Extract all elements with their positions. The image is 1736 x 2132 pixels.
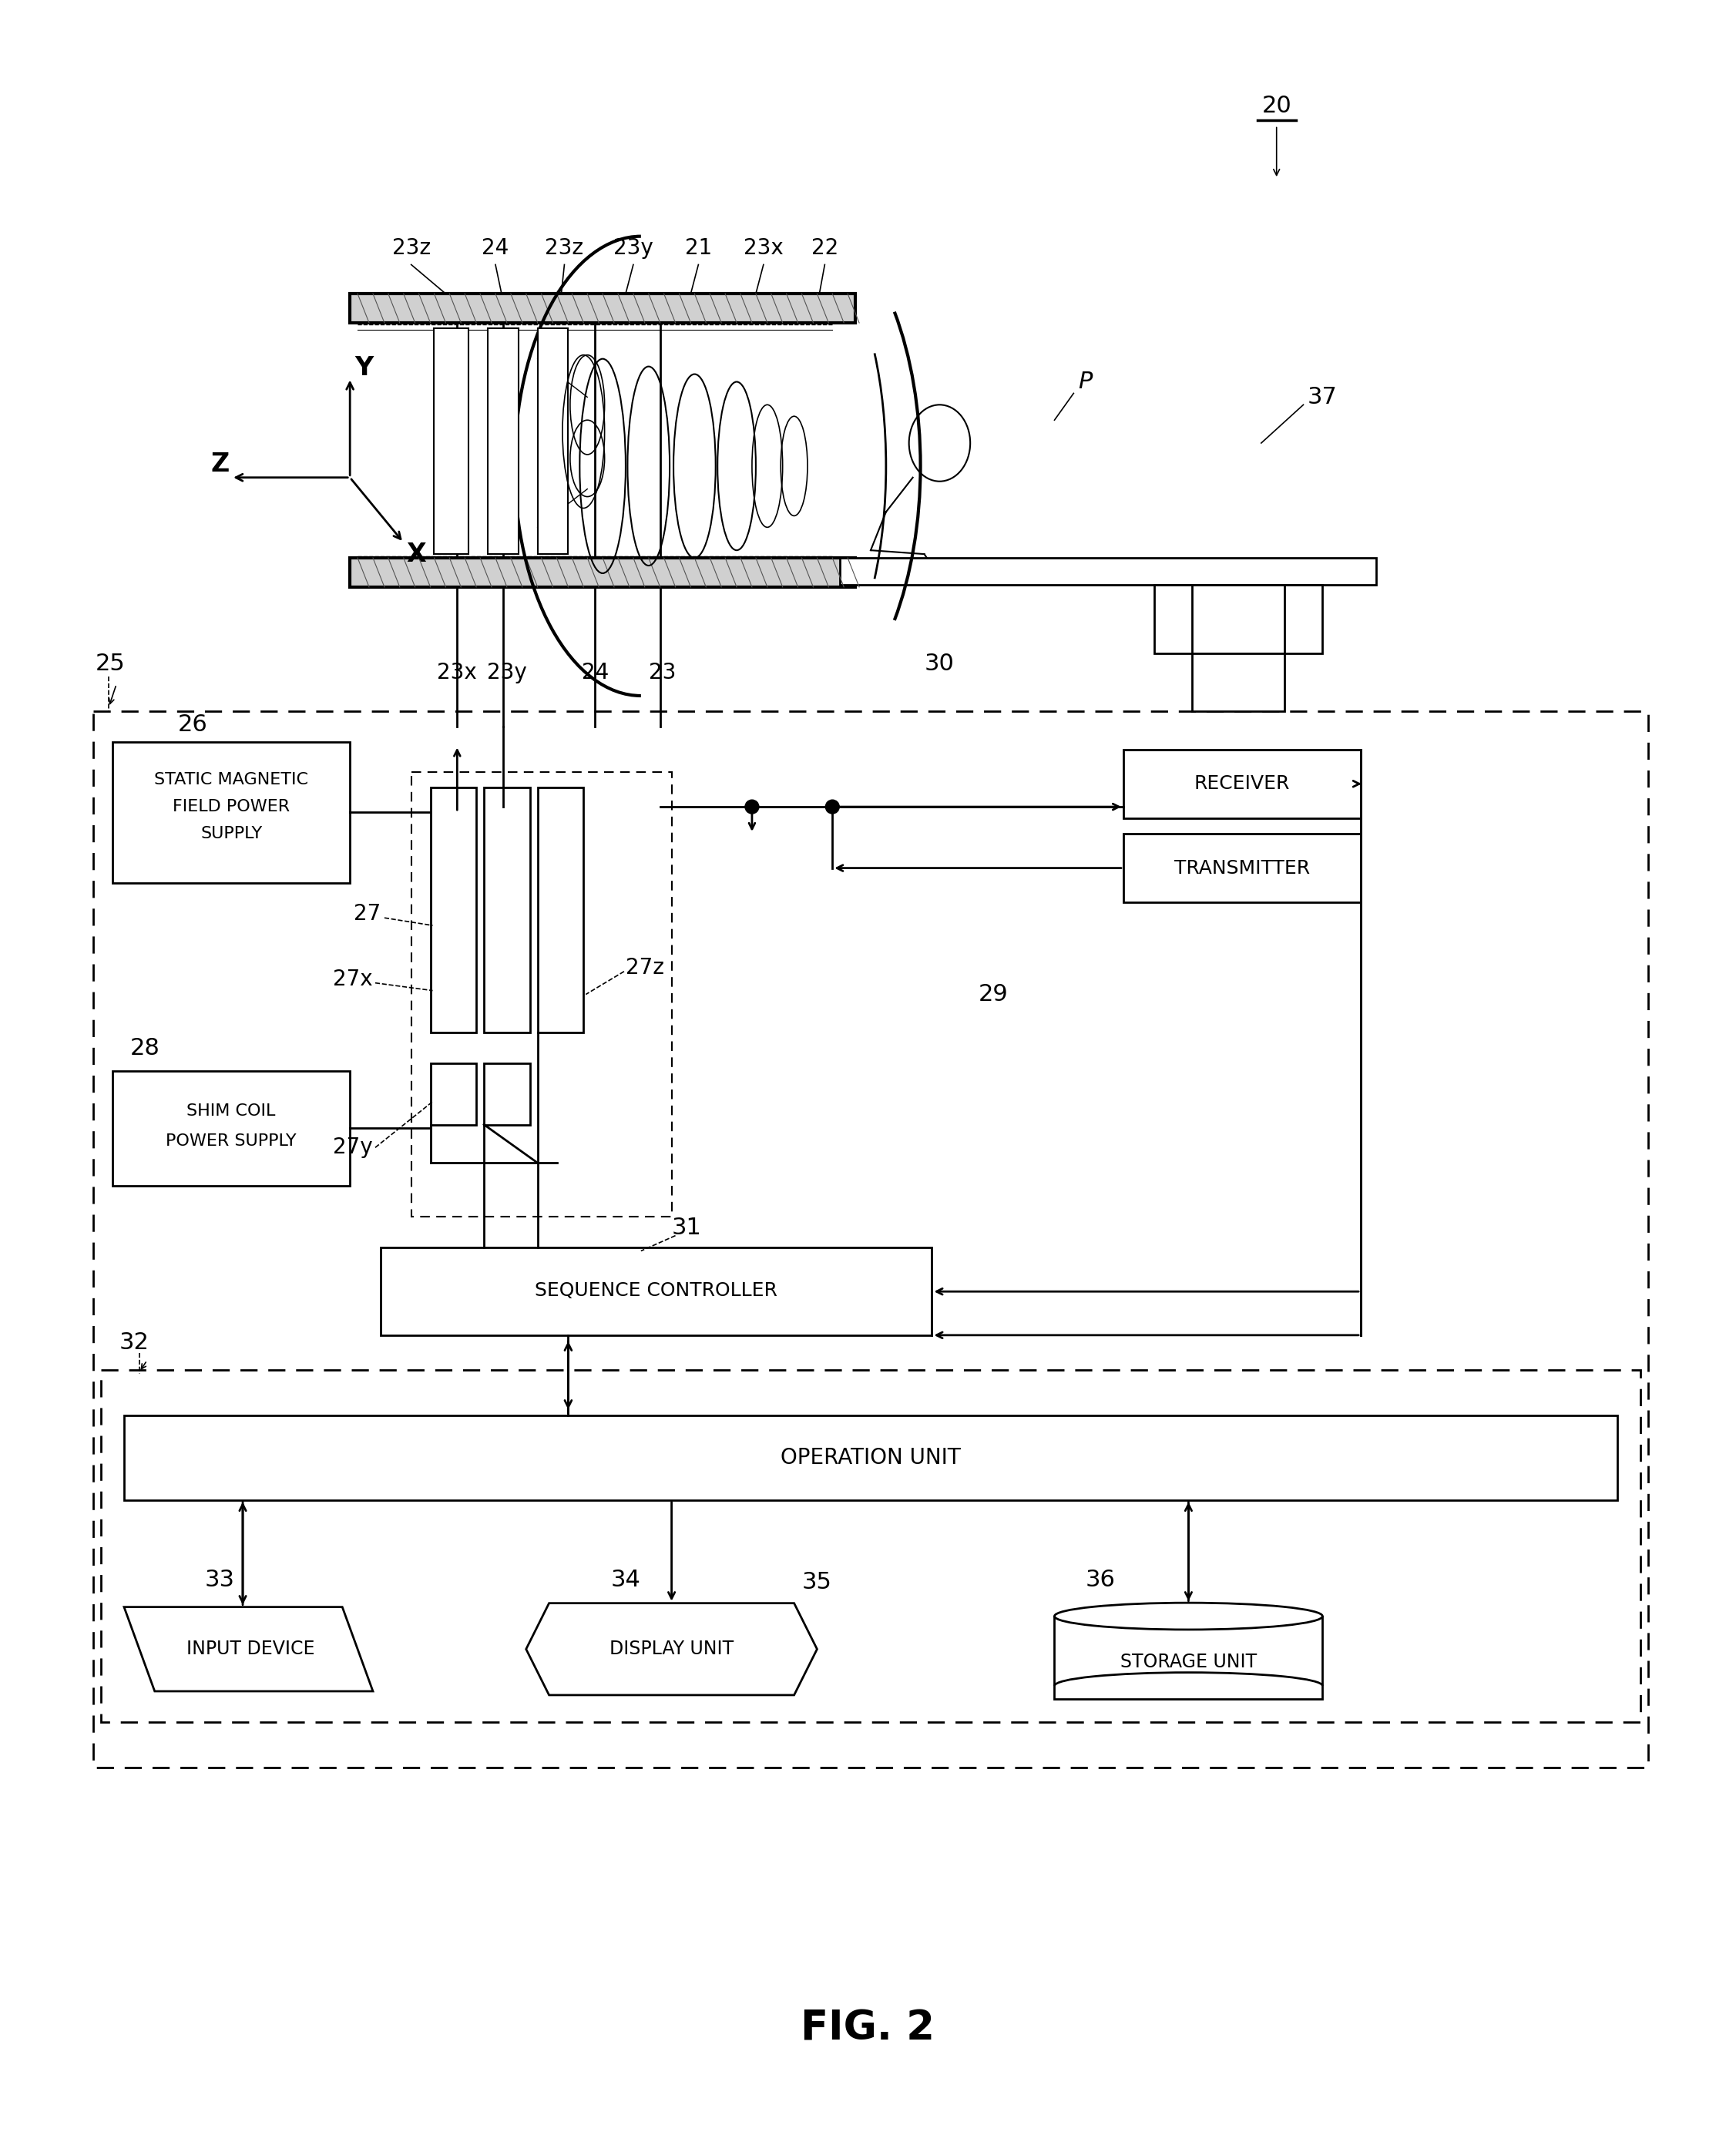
Text: 23: 23 [649, 663, 675, 684]
Text: TRANSMITTER: TRANSMITTER [1174, 859, 1311, 876]
Text: INPUT DEVICE: INPUT DEVICE [186, 1640, 314, 1659]
Bar [411, 772, 672, 1217]
Text: 27z: 27z [625, 957, 665, 979]
Text: SUPPLY: SUPPLY [200, 825, 262, 842]
Text: 20: 20 [1262, 96, 1292, 117]
Text: 37: 37 [1307, 386, 1337, 409]
Bar [488, 328, 519, 554]
Bar [1123, 834, 1361, 902]
Text: 27: 27 [354, 904, 380, 925]
Bar [1154, 584, 1323, 655]
Text: 21: 21 [684, 237, 712, 258]
Bar [434, 328, 469, 554]
Bar [380, 1247, 932, 1335]
Text: FIG. 2: FIG. 2 [800, 2008, 934, 2049]
Text: 28: 28 [130, 1036, 160, 1060]
Text: OPERATION UNIT: OPERATION UNIT [781, 1448, 960, 1469]
Bar [431, 787, 476, 1032]
Circle shape [826, 800, 838, 814]
Circle shape [745, 800, 759, 814]
Text: P: P [1078, 371, 1092, 392]
Bar [538, 787, 583, 1032]
Text: X: X [406, 542, 427, 567]
Text: 25: 25 [95, 652, 125, 674]
Text: Z: Z [210, 452, 229, 478]
Text: 36: 36 [1085, 1569, 1116, 1590]
Polygon shape [123, 1608, 373, 1691]
Text: STATIC MAGNETIC: STATIC MAGNETIC [155, 772, 309, 787]
Text: 31: 31 [672, 1217, 701, 1239]
Bar [1123, 748, 1361, 819]
Text: 23y: 23y [488, 663, 526, 684]
Text: RECEIVER: RECEIVER [1194, 774, 1290, 793]
Bar [431, 1064, 476, 1124]
Text: FIELD POWER: FIELD POWER [172, 800, 290, 814]
Text: 22: 22 [811, 237, 838, 258]
Text: 23x: 23x [743, 237, 783, 258]
Bar [351, 294, 856, 322]
Text: DISPLAY UNIT: DISPLAY UNIT [609, 1640, 734, 1659]
Bar [484, 1064, 529, 1124]
Bar [1054, 1616, 1323, 1699]
Text: SEQUENCE CONTROLLER: SEQUENCE CONTROLLER [535, 1281, 778, 1301]
Bar [840, 559, 1377, 584]
Text: 29: 29 [979, 983, 1009, 1006]
Text: 23x: 23x [437, 663, 477, 684]
Bar [123, 1416, 1618, 1499]
Text: 27x: 27x [333, 968, 373, 989]
Bar [94, 712, 1647, 1767]
Text: 32: 32 [120, 1332, 149, 1354]
Bar [113, 1070, 351, 1185]
Text: Y: Y [354, 356, 373, 382]
Text: 34: 34 [611, 1569, 641, 1590]
Text: 24: 24 [483, 237, 509, 258]
Text: STORAGE UNIT: STORAGE UNIT [1120, 1652, 1257, 1671]
Bar [101, 1369, 1641, 1723]
Text: SHIM COIL: SHIM COIL [187, 1102, 276, 1119]
Bar [484, 787, 529, 1032]
Text: 30: 30 [925, 652, 955, 674]
Text: 27y: 27y [333, 1136, 373, 1158]
Bar [113, 742, 351, 883]
Text: 23y: 23y [613, 237, 653, 258]
Bar [538, 328, 568, 554]
Text: POWER SUPPLY: POWER SUPPLY [167, 1134, 297, 1149]
Text: 24: 24 [582, 663, 609, 684]
Bar [1193, 655, 1285, 712]
Text: 33: 33 [205, 1569, 234, 1590]
Polygon shape [526, 1603, 818, 1695]
Text: 23z: 23z [545, 237, 583, 258]
Text: 23z: 23z [392, 237, 431, 258]
Text: 26: 26 [179, 714, 208, 736]
Bar [351, 559, 856, 586]
Text: 35: 35 [802, 1571, 832, 1595]
Ellipse shape [1054, 1603, 1323, 1629]
